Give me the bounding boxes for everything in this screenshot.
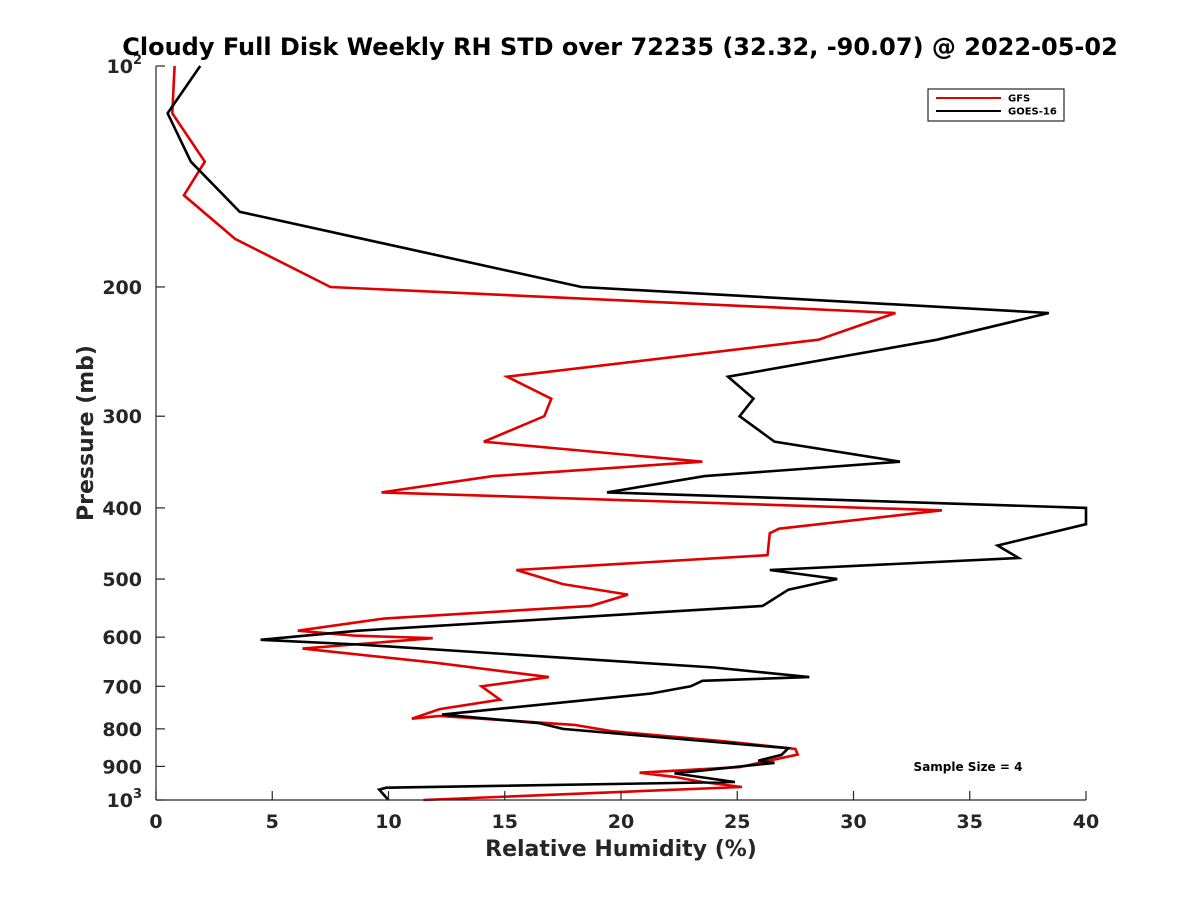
x-tick-label: 40 — [1073, 811, 1099, 833]
y-tick-label: 900 — [102, 756, 142, 778]
y-ticks: 102 200 300 400 500 600 700 800 900 103 — [102, 53, 165, 812]
y-tick-label: 102 — [107, 53, 143, 78]
x-tick-label: 0 — [149, 811, 162, 833]
y-tick-label: 400 — [102, 498, 142, 520]
y-tick-label: 500 — [102, 569, 142, 591]
series-line-goes16 — [166, 65, 1088, 801]
x-ticks: 0 5 10 15 20 25 30 35 40 — [149, 791, 1099, 833]
y-tick-label: 300 — [102, 406, 142, 428]
legend-box — [927, 88, 1065, 122]
legend-label-goes16: GOES-16 — [1008, 107, 1057, 118]
series-layer — [166, 65, 1088, 802]
legend-label-gfs: GFS — [1008, 94, 1030, 105]
y-tick-label: 800 — [102, 719, 142, 741]
y-tick-label: 200 — [102, 277, 142, 299]
legend: GFS GOES-16 — [927, 88, 1065, 122]
x-tick-label: 20 — [608, 811, 634, 833]
y-tick-label: 700 — [102, 676, 142, 698]
x-tick-label: 25 — [724, 811, 750, 833]
plot-area — [156, 66, 1086, 800]
x-tick-label: 15 — [492, 811, 518, 833]
x-tick-label: 5 — [266, 811, 279, 833]
y-tick-label: 600 — [102, 627, 142, 649]
x-tick-label: 10 — [375, 811, 401, 833]
x-tick-label: 35 — [957, 811, 983, 833]
x-tick-label: 30 — [840, 811, 866, 833]
sample-size-annotation: Sample Size = 4 — [914, 760, 1023, 774]
chart-title: Cloudy Full Disk Weekly RH STD over 7223… — [122, 33, 1118, 61]
y-axis-label: Pressure (mb) — [74, 345, 99, 521]
y-tick-label: 103 — [107, 787, 143, 812]
x-axis-label: Relative Humidity (%) — [485, 837, 757, 862]
